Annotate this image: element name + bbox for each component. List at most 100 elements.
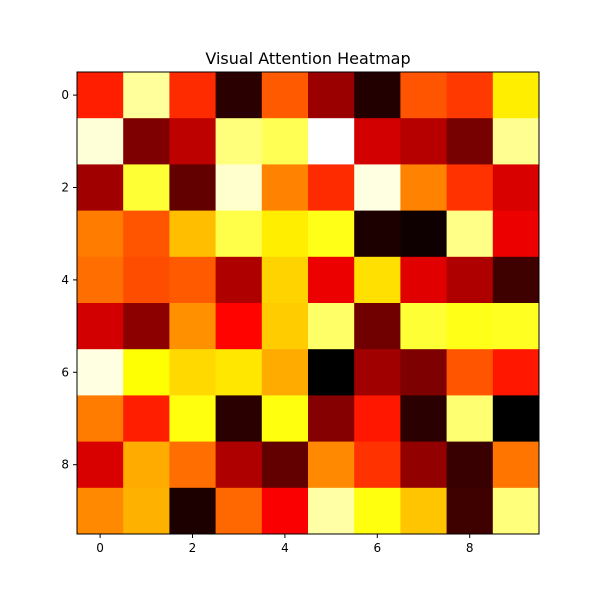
heatmap-cell	[77, 118, 124, 165]
heatmap-cell	[261, 72, 309, 119]
heatmap-cell	[354, 349, 401, 396]
heatmap-cell	[354, 164, 401, 212]
heatmap-cell	[400, 487, 448, 535]
x-tick-label: 2	[189, 541, 197, 555]
heatmap-cell	[446, 210, 494, 258]
heatmap-cell	[261, 210, 309, 258]
heatmap-cell	[400, 164, 448, 212]
heatmap-cell	[77, 164, 124, 212]
heatmap-cell	[400, 349, 448, 396]
heatmap-cell	[400, 72, 448, 119]
heatmap-cell	[308, 487, 355, 535]
heatmap-cell	[261, 303, 309, 350]
heatmap-cell	[215, 256, 263, 304]
heatmap-cell	[400, 303, 448, 350]
heatmap-cell	[123, 256, 170, 304]
x-tick-label: 6	[373, 541, 381, 555]
heatmap-cell	[123, 118, 170, 165]
heatmap-cell	[492, 349, 540, 396]
y-axis-ticks: 0 2 4 6 8	[61, 88, 77, 472]
heatmap-cell	[77, 256, 124, 304]
heatmap-cell	[446, 441, 494, 489]
heatmap-cell	[169, 441, 217, 489]
heatmap-cell	[354, 210, 401, 258]
heatmap-cell	[308, 303, 355, 350]
heatmap-cell	[400, 256, 448, 304]
heatmap-cell	[308, 118, 355, 165]
heatmap-cell	[261, 256, 309, 304]
heatmap-cell	[77, 349, 124, 396]
heatmap-cell	[215, 118, 263, 165]
x-axis-ticks: 0 2 4 6 8	[96, 534, 474, 555]
heatmap-cell	[261, 487, 309, 535]
heatmap-cell	[77, 441, 124, 489]
heatmap-cell	[261, 441, 309, 489]
heatmap-cell	[215, 210, 263, 258]
heatmap-cell	[77, 303, 124, 350]
y-tick-label: 8	[61, 458, 69, 472]
heatmap-cell	[492, 118, 540, 165]
heatmap-cell	[169, 256, 217, 304]
heatmap-cell	[123, 487, 170, 535]
heatmap-cell	[169, 349, 217, 396]
heatmap-cell	[446, 487, 494, 535]
x-tick-label: 8	[466, 541, 474, 555]
heatmap-cell	[446, 349, 494, 396]
heatmap-cell	[446, 303, 494, 350]
heatmap-cell	[492, 256, 540, 304]
heatmap-cell	[308, 441, 355, 489]
heatmap-cell	[215, 303, 263, 350]
heatmap-cell	[77, 210, 124, 258]
heatmap-cell	[215, 72, 263, 119]
heatmap-cell	[261, 349, 309, 396]
heatmap-cell	[400, 395, 448, 443]
heatmap-cell	[400, 441, 448, 489]
heatmap-cell	[123, 441, 170, 489]
heatmap-cell	[169, 72, 217, 119]
heatmap-cell	[169, 303, 217, 350]
heatmap-cell	[492, 395, 540, 443]
heatmap-cell	[123, 303, 170, 350]
heatmap-cell	[492, 441, 540, 489]
heatmap-cell	[308, 210, 355, 258]
heatmap-cell	[169, 118, 217, 165]
heatmap-cell	[492, 303, 540, 350]
heatmap-cell	[261, 118, 309, 165]
heatmap-cell	[169, 210, 217, 258]
heatmap-cell	[215, 164, 263, 212]
heatmap-cell	[446, 164, 494, 212]
heatmap-cell	[354, 256, 401, 304]
heatmap-cell	[354, 441, 401, 489]
heatmap-cell	[446, 118, 494, 165]
heatmap-cell	[354, 72, 401, 119]
heatmap-cell	[446, 256, 494, 304]
heatmap-cell	[77, 72, 124, 119]
heatmap-cell	[215, 395, 263, 443]
heatmap-cells	[77, 72, 540, 535]
heatmap-cell	[123, 164, 170, 212]
heatmap-cell	[261, 164, 309, 212]
heatmap-cell	[492, 72, 540, 119]
axes-frame	[76, 71, 540, 535]
heatmap-cell	[492, 487, 540, 535]
heatmap-cell	[77, 395, 124, 443]
heatmap-cell	[354, 487, 401, 535]
heatmap-cell	[446, 395, 494, 443]
heatmap-cell	[308, 72, 355, 119]
heatmap-cell	[308, 164, 355, 212]
heatmap-cell	[123, 210, 170, 258]
x-tick-label: 0	[96, 541, 104, 555]
heatmap-cell	[492, 164, 540, 212]
heatmap-cell	[215, 441, 263, 489]
heatmap-cell	[123, 395, 170, 443]
y-tick-label: 2	[61, 181, 69, 195]
heatmap-cell	[215, 487, 263, 535]
heatmap-cell	[308, 349, 355, 396]
heatmap-cell	[308, 395, 355, 443]
heatmap-cell	[169, 487, 217, 535]
y-tick-label: 4	[61, 273, 69, 287]
heatmap-cell	[215, 349, 263, 396]
chart-title: Visual Attention Heatmap	[205, 49, 410, 68]
